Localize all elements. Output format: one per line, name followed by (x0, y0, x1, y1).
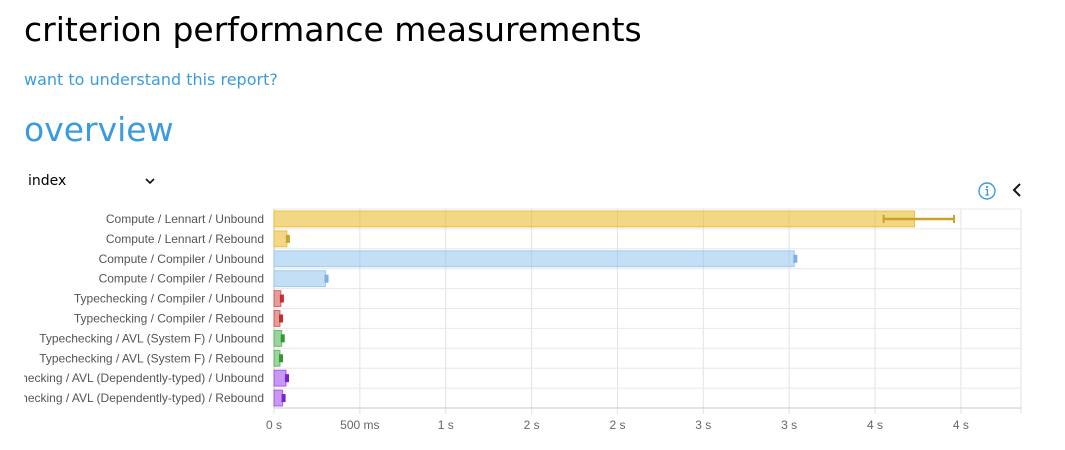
info-icon[interactable] (977, 181, 997, 201)
category-label: Compute / Compiler / Rebound (99, 272, 264, 286)
category-label: Typechecking / AVL (Dependently-typed) /… (0, 391, 264, 405)
x-tick-label: 4 s (867, 418, 883, 432)
category-label: Typechecking / Compiler / Unbound (74, 292, 264, 306)
error-bar (280, 334, 285, 343)
category-label: Compute / Lennart / Unbound (106, 212, 264, 226)
category-label: Compute / Lennart / Rebound (106, 232, 264, 246)
error-bar (324, 274, 329, 283)
error-bar (279, 294, 284, 303)
error-bar (279, 354, 284, 363)
sort-select[interactable]: index (24, 170, 164, 192)
chevron-left-icon[interactable] (1010, 181, 1024, 199)
error-bar (285, 234, 290, 243)
bar (273, 230, 288, 248)
x-tick-label: 2 s (524, 418, 540, 432)
error-bar (281, 394, 286, 403)
x-tick-label: 500 ms (340, 418, 379, 432)
x-tick-label: 3 s (781, 418, 797, 432)
bar (273, 389, 284, 407)
chevron-down-icon (145, 178, 155, 185)
category-label: Typechecking / AVL (System F) / Rebound (39, 351, 264, 365)
bar (273, 369, 287, 387)
category-label: Typechecking / AVL (Dependently-typed) /… (0, 371, 264, 385)
x-tick-label: 2 s (609, 418, 625, 432)
x-tick-label: 0 s (266, 418, 282, 432)
x-tick-label: 3 s (695, 418, 711, 432)
x-tick-label: 4 s (953, 418, 969, 432)
section-title: overview (24, 110, 174, 149)
category-label: Typechecking / Compiler / Rebound (74, 311, 264, 325)
bar (273, 250, 795, 268)
x-tick-label: 1 s (438, 418, 454, 432)
overview-chart: Compute / Lennart / Unbound Compute / Len… (0, 208, 1022, 432)
category-label: Typechecking / AVL (System F) / Unbound (39, 331, 264, 345)
category-label: Compute / Compiler / Unbound (99, 252, 264, 266)
error-bar (285, 374, 290, 383)
help-link[interactable]: want to understand this report? (24, 70, 278, 89)
error-bar (279, 314, 284, 323)
sort-select-value: index (28, 173, 67, 189)
page-title: criterion performance measurements (24, 10, 642, 49)
bar (273, 290, 282, 307)
bar (273, 329, 283, 347)
error-bar (793, 254, 798, 263)
bar (273, 270, 327, 288)
bar (273, 210, 916, 228)
